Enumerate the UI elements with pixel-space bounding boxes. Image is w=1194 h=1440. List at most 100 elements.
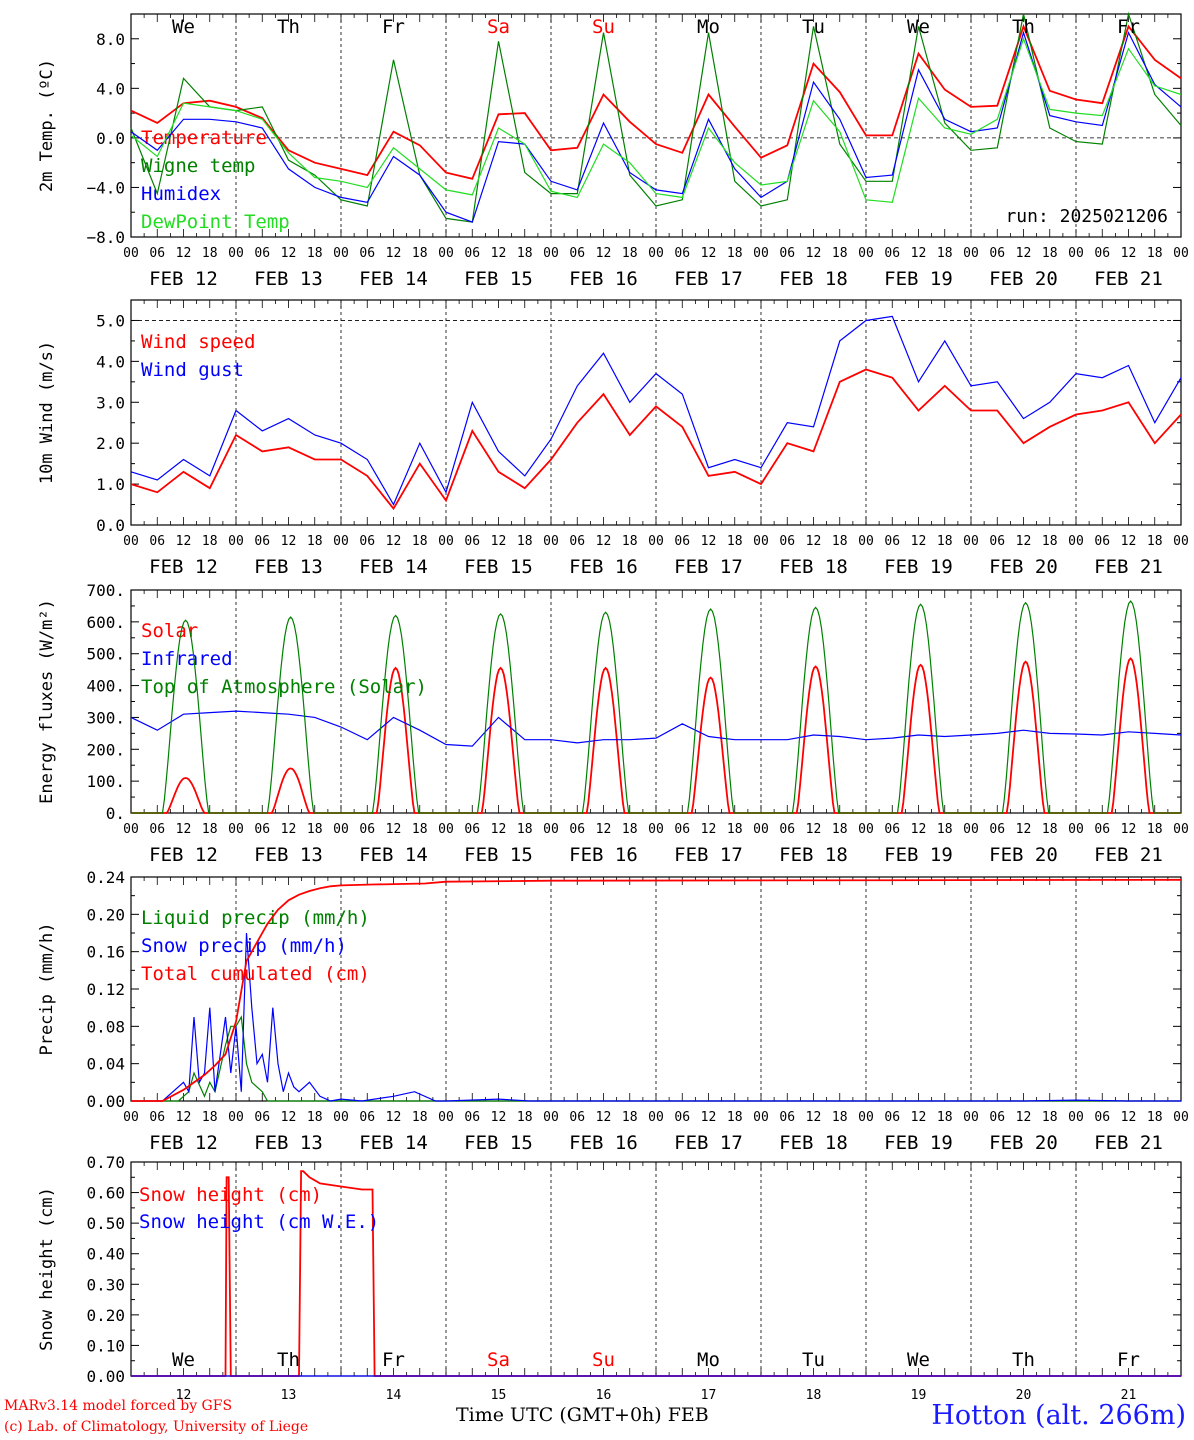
hour-tick-label: 00 <box>123 246 139 261</box>
hour-tick-label: 00 <box>648 534 664 549</box>
run-label: run: 2025021206 <box>1005 206 1168 227</box>
date-label: FEB 18 <box>779 844 848 866</box>
hour-tick-label: 12 <box>596 246 612 261</box>
hour-tick-label: 18 <box>1147 822 1163 837</box>
weekday-label: Su <box>592 16 615 38</box>
hour-tick-label: 06 <box>989 1110 1005 1125</box>
hour-tick-label: 18 <box>1042 1110 1058 1125</box>
date-label: FEB 17 <box>674 1132 743 1154</box>
hour-tick-label: 00 <box>438 822 454 837</box>
weekday-label: Su <box>592 1349 615 1371</box>
date-label: FEB 16 <box>569 844 638 866</box>
date-label: FEB 14 <box>359 1132 428 1154</box>
y-axis-title: 2m Temp. (ºC) <box>37 59 57 192</box>
date-label: FEB 20 <box>989 556 1058 578</box>
hour-tick-label: 00 <box>438 246 454 261</box>
hour-tick-label: 18 <box>412 1110 428 1125</box>
hour-tick-label: 06 <box>464 822 480 837</box>
hour-tick-label: 06 <box>359 822 375 837</box>
hour-tick-label: 00 <box>648 1110 664 1125</box>
weekday-label: Mo <box>697 1349 720 1371</box>
hour-tick-label: 06 <box>569 822 585 837</box>
hour-tick-label: 06 <box>989 534 1005 549</box>
hour-tick-label: 00 <box>963 1110 979 1125</box>
hour-tick-label: 06 <box>569 534 585 549</box>
hour-tick-label: 12 <box>1121 1110 1137 1125</box>
y-tick-label: 0.40 <box>86 1245 125 1264</box>
hour-tick-label: 00 <box>438 534 454 549</box>
hour-tick-label: 12 <box>386 1110 402 1125</box>
day-number-label: 16 <box>596 1388 612 1403</box>
hour-tick-label: 18 <box>1147 534 1163 549</box>
hour-tick-label: 06 <box>674 1110 690 1125</box>
hour-tick-label: 06 <box>464 534 480 549</box>
hour-tick-label: 18 <box>202 534 218 549</box>
hour-tick-label: 12 <box>386 246 402 261</box>
hour-tick-label: 00 <box>1173 822 1189 837</box>
date-label: FEB 21 <box>1094 556 1163 578</box>
hour-tick-label: 18 <box>727 534 743 549</box>
y-tick-label: 1.0 <box>96 475 125 494</box>
hour-tick-label: 00 <box>753 246 769 261</box>
date-label: FEB 12 <box>149 268 218 290</box>
date-label: FEB 21 <box>1094 844 1163 866</box>
y-axis-title: Snow height (cm) <box>37 1187 57 1351</box>
hour-tick-label: 06 <box>1094 534 1110 549</box>
hour-tick-label: 06 <box>359 1110 375 1125</box>
hour-tick-label: 00 <box>333 1110 349 1125</box>
hour-tick-label: 06 <box>884 822 900 837</box>
station-label: Hotton (alt. 266m) <box>931 1400 1186 1431</box>
date-label: FEB 16 <box>569 268 638 290</box>
weekday-label: Fr <box>382 1349 405 1371</box>
hour-tick-label: 12 <box>806 1110 822 1125</box>
weekday-label: Tu <box>802 1349 825 1371</box>
y-tick-label: 5.0 <box>96 311 125 330</box>
panel-5: 0.00 0.10 0.20 0.30 0.40 0.50 0.60 0.70 Snow hei… <box>37 1153 1182 1403</box>
date-label: FEB 15 <box>464 556 533 578</box>
plot-frame <box>130 13 1182 238</box>
weekday-label: Mo <box>697 16 720 38</box>
date-label: FEB 20 <box>989 844 1058 866</box>
y-tick-label: 500. <box>86 645 125 664</box>
hour-tick-label: 00 <box>228 1110 244 1125</box>
hour-tick-label: 18 <box>1042 246 1058 261</box>
hour-tick-label: 00 <box>333 534 349 549</box>
legend-item: Infrared <box>141 648 233 670</box>
hour-tick-label: 18 <box>1042 822 1058 837</box>
weekday-label: Th <box>1012 1349 1035 1371</box>
hour-tick-label: 00 <box>1173 1110 1189 1125</box>
date-label: FEB 13 <box>254 844 323 866</box>
hour-tick-label: 00 <box>1068 1110 1084 1125</box>
hour-tick-label: 12 <box>911 1110 927 1125</box>
y-tick-label: 2.0 <box>96 434 125 453</box>
hour-tick-label: 06 <box>254 246 270 261</box>
y-tick-label: 0.0 <box>96 516 125 535</box>
x-axis-title: Time UTC (GMT+0h) FEB <box>456 1404 709 1426</box>
series-line-liquid-precip-mm-h- <box>131 1015 1181 1102</box>
hour-tick-label: 06 <box>1094 246 1110 261</box>
legend-item: Wind speed <box>141 331 255 353</box>
y-tick-label: 0.12 <box>86 980 125 999</box>
weekday-label: Th <box>277 16 300 38</box>
hour-tick-label: 18 <box>307 822 323 837</box>
hour-tick-label: 18 <box>517 1110 533 1125</box>
date-label: FEB 20 <box>989 268 1058 290</box>
date-label: FEB 17 <box>674 844 743 866</box>
legend-item: Humidex <box>141 183 221 205</box>
hour-tick-label: 18 <box>622 534 638 549</box>
day-number-label: 18 <box>806 1388 822 1403</box>
hour-tick-label: 00 <box>1173 246 1189 261</box>
day-number-label: 14 <box>386 1388 402 1403</box>
hour-tick-label: 12 <box>806 822 822 837</box>
series-line-dewpoint-temp <box>130 36 1182 203</box>
y-tick-label: 3.0 <box>96 393 125 412</box>
legend-item: DewPoint Temp <box>141 211 290 233</box>
y-tick-label: 0.50 <box>86 1214 125 1233</box>
legend-item: Snow precip (mm/h) <box>141 935 347 957</box>
hour-tick-label: 12 <box>1121 246 1137 261</box>
hour-tick-label: 18 <box>202 1110 218 1125</box>
hour-tick-label: 00 <box>438 1110 454 1125</box>
weekday-label: Sa <box>487 16 510 38</box>
weekday-label: Fr <box>1117 1349 1140 1371</box>
hour-tick-label: 12 <box>281 534 297 549</box>
